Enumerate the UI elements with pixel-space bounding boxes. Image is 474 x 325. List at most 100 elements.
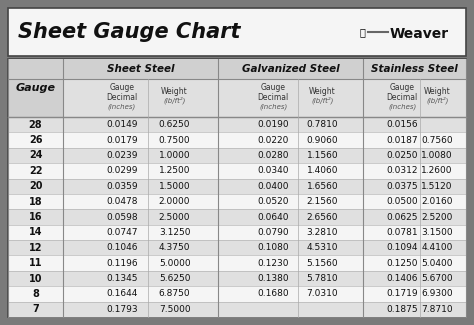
Text: 5.0400: 5.0400	[421, 259, 453, 268]
Text: 1.2600: 1.2600	[421, 166, 453, 176]
Text: 2.5000: 2.5000	[159, 213, 191, 222]
Text: 7: 7	[32, 304, 39, 314]
Text: Weight: Weight	[424, 87, 450, 96]
Bar	[8, 117, 466, 132]
Text: Galvanized Steel: Galvanized Steel	[242, 64, 339, 74]
Text: 3.2810: 3.2810	[307, 228, 338, 237]
Text: 0.0299: 0.0299	[106, 166, 137, 176]
Text: 6.8750: 6.8750	[159, 290, 191, 298]
Bar	[8, 225, 466, 240]
Text: 0.1250: 0.1250	[386, 259, 418, 268]
Bar	[8, 194, 466, 209]
Text: 0.0520: 0.0520	[257, 197, 289, 206]
Text: 0.0400: 0.0400	[257, 182, 289, 191]
Text: 3.1500: 3.1500	[421, 228, 453, 237]
Bar	[218, 79, 363, 117]
Bar	[8, 163, 466, 178]
Text: 0.7560: 0.7560	[421, 136, 453, 145]
Text: 0.0478: 0.0478	[106, 197, 137, 206]
Text: 0.1644: 0.1644	[106, 290, 137, 298]
Text: 16: 16	[29, 212, 42, 222]
Text: Stainless Steel: Stainless Steel	[371, 64, 458, 74]
Text: 0.0239: 0.0239	[106, 151, 137, 160]
Text: 0.1680: 0.1680	[257, 290, 289, 298]
Text: 1.2500: 1.2500	[159, 166, 191, 176]
Bar	[8, 148, 466, 163]
Text: 4.5310: 4.5310	[307, 243, 338, 252]
Text: 0.1196: 0.1196	[106, 259, 138, 268]
Text: 2.5200: 2.5200	[421, 213, 453, 222]
Text: (lb/ft²): (lb/ft²)	[164, 97, 186, 105]
Text: 0.0500: 0.0500	[386, 197, 418, 206]
Text: 2.0000: 2.0000	[159, 197, 191, 206]
Text: 0.0250: 0.0250	[386, 151, 418, 160]
Text: 0.1875: 0.1875	[386, 305, 418, 314]
Text: 1.6560: 1.6560	[307, 182, 338, 191]
Bar	[8, 59, 63, 117]
Text: 12: 12	[29, 243, 42, 253]
Text: (inches): (inches)	[388, 103, 416, 110]
Text: Weaver: Weaver	[390, 27, 449, 41]
Text: 6.9300: 6.9300	[421, 290, 453, 298]
Text: Sheet Steel: Sheet Steel	[107, 64, 174, 74]
Text: 1.1560: 1.1560	[307, 151, 338, 160]
Text: 5.6250: 5.6250	[159, 274, 191, 283]
Bar	[8, 59, 466, 317]
Text: 7.5000: 7.5000	[159, 305, 191, 314]
Text: 0.0179: 0.0179	[106, 136, 138, 145]
Text: 0.1094: 0.1094	[386, 243, 418, 252]
Text: 0.1345: 0.1345	[106, 274, 137, 283]
Text: 0.0190: 0.0190	[257, 120, 289, 129]
Text: 0.1719: 0.1719	[386, 290, 418, 298]
Text: 0.0790: 0.0790	[257, 228, 289, 237]
Text: (inches): (inches)	[108, 103, 136, 110]
Text: 24: 24	[29, 150, 42, 161]
Text: 0.0340: 0.0340	[257, 166, 289, 176]
Bar	[363, 59, 466, 79]
Text: (lb/ft²): (lb/ft²)	[311, 97, 334, 105]
Text: 0.0312: 0.0312	[386, 166, 418, 176]
Text: 20: 20	[29, 181, 42, 191]
Text: Decimal: Decimal	[257, 93, 289, 102]
Text: 0.7500: 0.7500	[159, 136, 191, 145]
Text: 2.0160: 2.0160	[421, 197, 453, 206]
Text: 5.0000: 5.0000	[159, 259, 191, 268]
Text: 2.6560: 2.6560	[307, 213, 338, 222]
Text: 0.0359: 0.0359	[106, 182, 138, 191]
Text: (lb/ft²): (lb/ft²)	[426, 97, 448, 105]
Text: Gauge: Gauge	[109, 83, 135, 92]
Text: 1.4060: 1.4060	[307, 166, 338, 176]
Text: 4.3750: 4.3750	[159, 243, 191, 252]
Bar	[8, 271, 466, 286]
Bar	[8, 286, 466, 302]
Bar	[8, 178, 466, 194]
Text: 0.9060: 0.9060	[307, 136, 338, 145]
Text: 2.1560: 2.1560	[307, 197, 338, 206]
Text: 0.0375: 0.0375	[386, 182, 418, 191]
Bar	[63, 59, 218, 79]
Text: 0.1230: 0.1230	[257, 259, 289, 268]
Text: 28: 28	[29, 120, 42, 130]
Text: 5.1560: 5.1560	[307, 259, 338, 268]
Bar	[8, 8, 466, 56]
Bar	[8, 209, 466, 225]
Text: 0.0625: 0.0625	[386, 213, 418, 222]
Text: Weight: Weight	[161, 87, 188, 96]
Text: 0.1080: 0.1080	[257, 243, 289, 252]
Text: 0.6250: 0.6250	[159, 120, 191, 129]
Text: 0.0156: 0.0156	[386, 120, 418, 129]
Text: 8: 8	[32, 289, 39, 299]
Text: 11: 11	[29, 258, 42, 268]
Text: (inches): (inches)	[259, 103, 287, 110]
Text: 0.0598: 0.0598	[106, 213, 138, 222]
Text: Sheet Gauge Chart: Sheet Gauge Chart	[18, 22, 240, 42]
Text: 3.1250: 3.1250	[159, 228, 191, 237]
Text: 14: 14	[29, 227, 42, 237]
Text: Decimal: Decimal	[106, 93, 137, 102]
Text: 1.0080: 1.0080	[421, 151, 453, 160]
Bar	[8, 132, 466, 148]
Bar	[8, 255, 466, 271]
Text: 5.6700: 5.6700	[421, 274, 453, 283]
Text: 0.0747: 0.0747	[106, 228, 137, 237]
Text: Gauge: Gauge	[390, 83, 415, 92]
